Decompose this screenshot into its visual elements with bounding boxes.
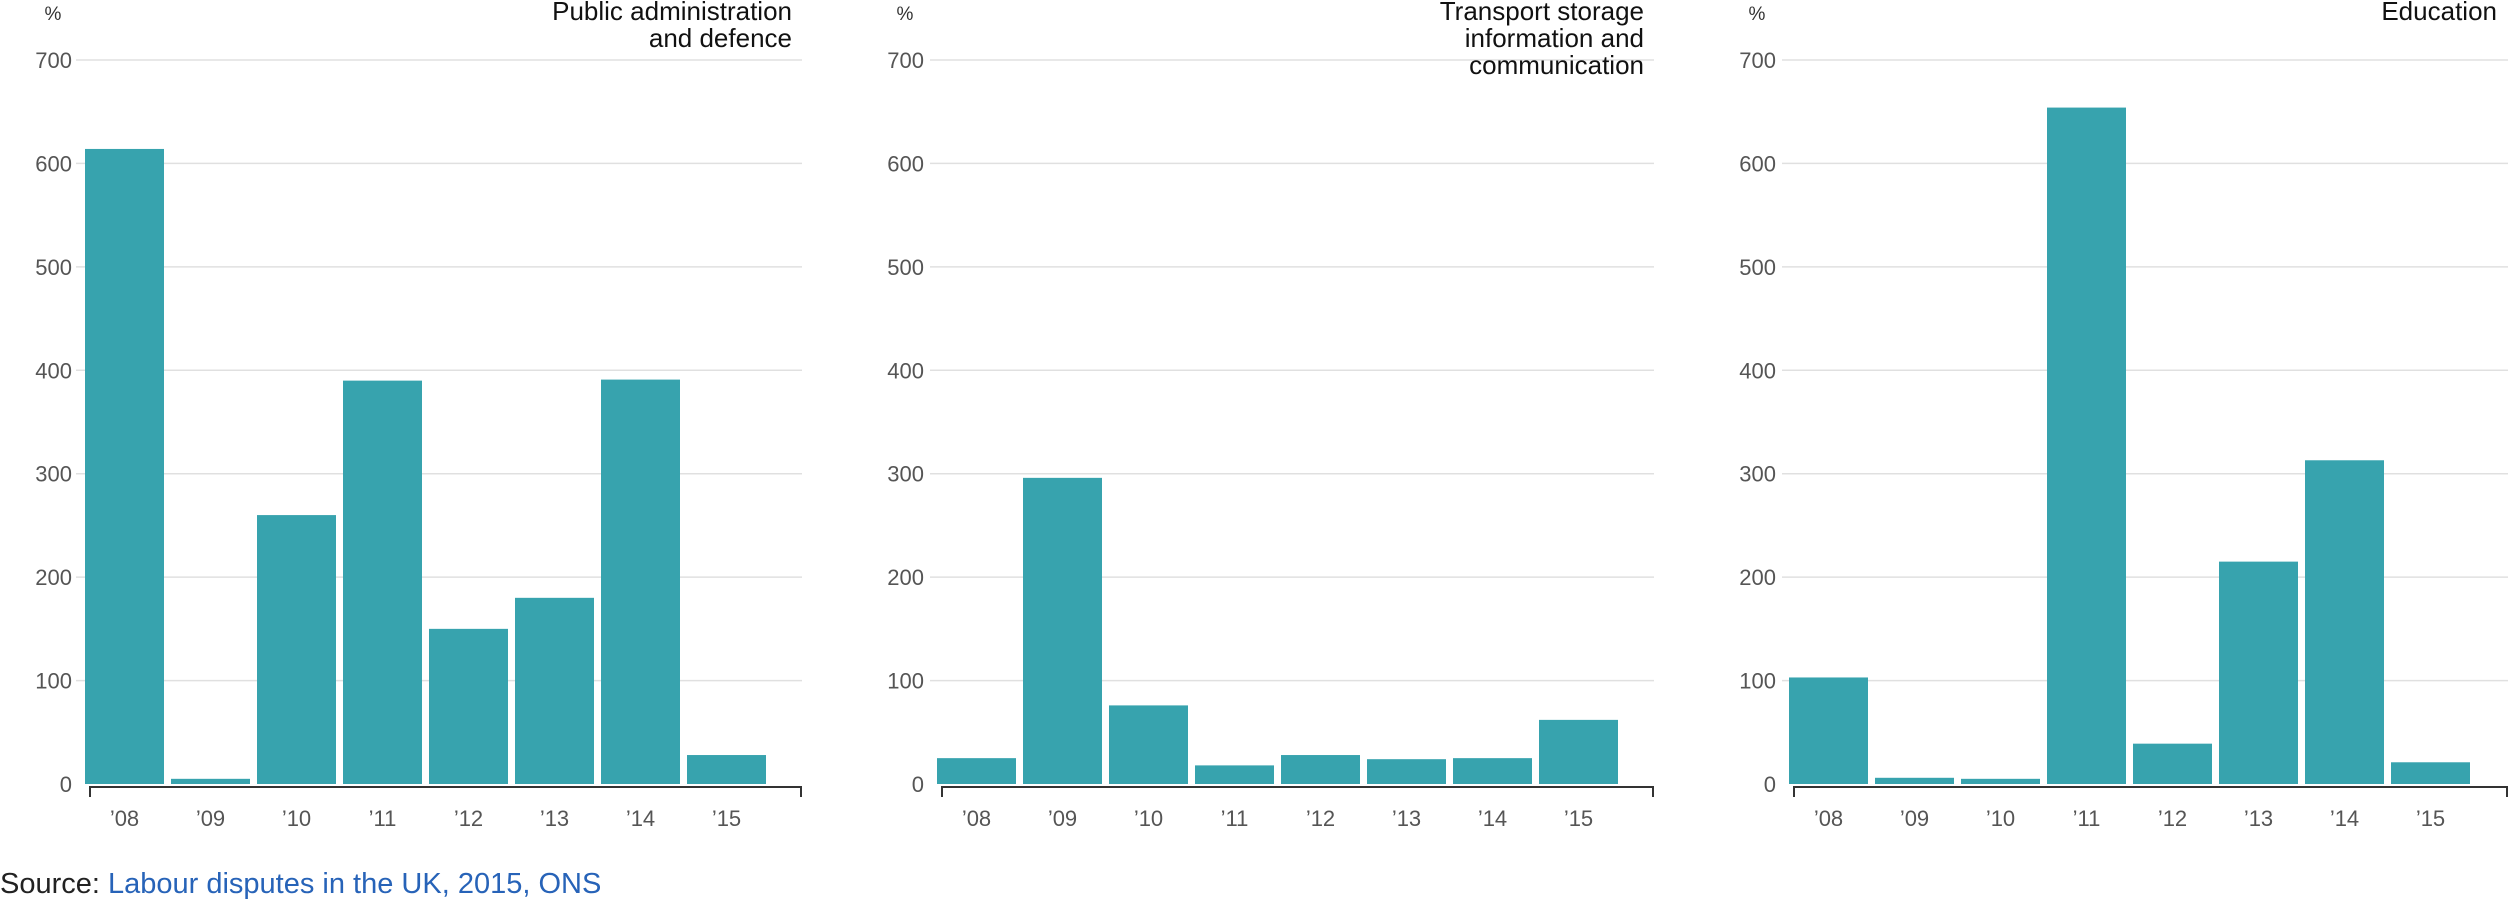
y-tick-label: 300	[1739, 462, 1776, 487]
bar-10	[1961, 778, 2040, 784]
bar-09	[1875, 777, 1954, 784]
bar-11	[1195, 765, 1274, 784]
y-tick-label: 200	[1739, 565, 1776, 590]
x-tick-label: ’11	[369, 806, 397, 831]
chart-title-line: and defence	[649, 23, 792, 53]
chart-title-line: Transport storage	[1440, 0, 1644, 26]
bar-09	[1023, 477, 1102, 784]
bar-12	[1281, 755, 1360, 784]
x-tick-label: ’12	[454, 806, 483, 831]
y-tick-label: 0	[1764, 772, 1776, 797]
x-tick-label: ’13	[540, 806, 569, 831]
x-tick-label: ’11	[2073, 806, 2101, 831]
y-tick-label: 200	[887, 565, 924, 590]
x-tick-label: ’11	[1221, 806, 1249, 831]
bar-14	[1453, 758, 1532, 784]
chart-title-line: Public administration	[552, 0, 792, 26]
x-tick-label: ’09	[1900, 806, 1929, 831]
x-tick-label: ’12	[1306, 806, 1335, 831]
x-tick-label: ’15	[1564, 806, 1593, 831]
source-link[interactable]: Labour disputes in the UK, 2015, ONS	[108, 868, 602, 900]
chart-panel-3: 0 100 200 300 400 500 600 700% Education ’08 ’09 ’1…	[1739, 0, 2508, 831]
y-tick-label: 300	[35, 462, 72, 487]
bar-12	[2133, 743, 2212, 784]
x-tick-label: ’08	[1814, 806, 1843, 831]
y-tick-label: 700	[35, 48, 72, 73]
y-unit-label: %	[45, 4, 62, 25]
y-tick-label: 500	[1739, 255, 1776, 280]
charts-container: 0 100 200 300 400 500 600 700% Public administra…	[35, 0, 2508, 831]
chart-panel-2: 0 100 200 300 400 500 600 700% Transport storage…	[887, 0, 1654, 831]
bar-11	[2047, 107, 2126, 784]
x-tick-label: ’15	[2416, 806, 2445, 831]
x-tick-label: ’10	[1986, 806, 2015, 831]
y-tick-label: 600	[887, 151, 924, 176]
y-unit-label: %	[897, 4, 914, 25]
bar-09	[171, 778, 250, 784]
x-tick-label: ’13	[2244, 806, 2273, 831]
x-tick-label: ’08	[962, 806, 991, 831]
bar-08	[85, 148, 164, 784]
y-tick-label: 0	[912, 772, 924, 797]
bar-14	[601, 379, 680, 784]
y-tick-label: 500	[887, 255, 924, 280]
bar-13	[1367, 759, 1446, 784]
chart-title-line: information and	[1465, 23, 1644, 53]
bar-15	[1539, 719, 1618, 784]
bar-12	[429, 628, 508, 784]
y-tick-label: 700	[887, 48, 924, 73]
x-tick-label: ’12	[2158, 806, 2187, 831]
y-tick-label: 300	[887, 462, 924, 487]
x-tick-label: ’13	[1392, 806, 1421, 831]
source-prefix: Source:	[0, 868, 108, 900]
bar-08	[937, 758, 1016, 784]
x-tick-label: ’10	[282, 806, 311, 831]
y-unit-label: %	[1749, 4, 1766, 25]
bar-15	[687, 755, 766, 784]
bar-08	[1789, 677, 1868, 784]
y-tick-label: 400	[1739, 358, 1776, 383]
x-tick-label: ’10	[1134, 806, 1163, 831]
y-tick-label: 500	[35, 255, 72, 280]
bar-13	[515, 597, 594, 784]
y-tick-label: 200	[35, 565, 72, 590]
bar-10	[1109, 705, 1188, 784]
source-note: Source: Labour disputes in the UK, 2015,…	[0, 868, 601, 901]
y-tick-label: 100	[1739, 669, 1776, 694]
x-tick-label: ’14	[2330, 806, 2359, 831]
bar-11	[343, 380, 422, 784]
bar-13	[2219, 561, 2298, 784]
bar-10	[257, 515, 336, 784]
y-tick-label: 700	[1739, 48, 1776, 73]
x-tick-label: ’14	[626, 806, 655, 831]
x-tick-label: ’15	[712, 806, 741, 831]
y-tick-label: 600	[1739, 151, 1776, 176]
y-tick-label: 100	[35, 669, 72, 694]
y-tick-label: 400	[35, 358, 72, 383]
y-tick-label: 0	[60, 772, 72, 797]
y-tick-label: 100	[887, 669, 924, 694]
chart-title-line: communication	[1469, 50, 1644, 80]
x-tick-label: ’14	[1478, 806, 1507, 831]
chart-panel-1: 0 100 200 300 400 500 600 700% Public administra…	[35, 0, 802, 831]
x-tick-label: ’09	[1048, 806, 1077, 831]
x-tick-label: ’09	[196, 806, 225, 831]
chart-title-line: Education	[2381, 0, 2497, 26]
bar-15	[2391, 762, 2470, 784]
bar-14	[2305, 460, 2384, 784]
y-tick-label: 400	[887, 358, 924, 383]
y-tick-label: 600	[35, 151, 72, 176]
x-tick-label: ’08	[110, 806, 139, 831]
